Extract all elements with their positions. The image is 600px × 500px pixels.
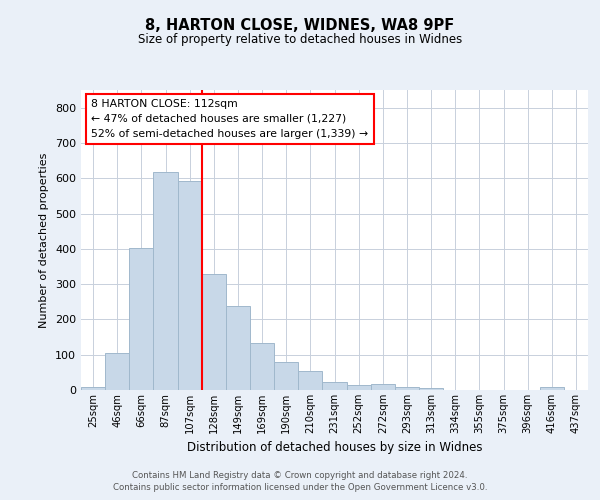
Text: 8 HARTON CLOSE: 112sqm
← 47% of detached houses are smaller (1,227)
52% of semi-: 8 HARTON CLOSE: 112sqm ← 47% of detached…: [91, 99, 368, 138]
Bar: [178, 182, 202, 390]
Bar: [250, 343, 274, 390]
Bar: [226, 306, 250, 390]
Bar: [371, 384, 395, 390]
Bar: [419, 388, 443, 390]
Bar: [129, 248, 154, 390]
Bar: [540, 387, 564, 390]
Y-axis label: Number of detached properties: Number of detached properties: [40, 152, 49, 328]
X-axis label: Distribution of detached houses by size in Widnes: Distribution of detached houses by size …: [187, 442, 482, 454]
Bar: [202, 274, 226, 390]
Text: Size of property relative to detached houses in Widnes: Size of property relative to detached ho…: [138, 32, 462, 46]
Bar: [322, 382, 347, 390]
Text: 8, HARTON CLOSE, WIDNES, WA8 9PF: 8, HARTON CLOSE, WIDNES, WA8 9PF: [145, 18, 455, 32]
Bar: [81, 387, 105, 390]
Bar: [274, 362, 298, 390]
Text: Contains HM Land Registry data © Crown copyright and database right 2024.
Contai: Contains HM Land Registry data © Crown c…: [113, 471, 487, 492]
Bar: [105, 353, 129, 390]
Bar: [298, 372, 322, 390]
Bar: [347, 384, 371, 390]
Bar: [395, 387, 419, 390]
Bar: [154, 172, 178, 390]
